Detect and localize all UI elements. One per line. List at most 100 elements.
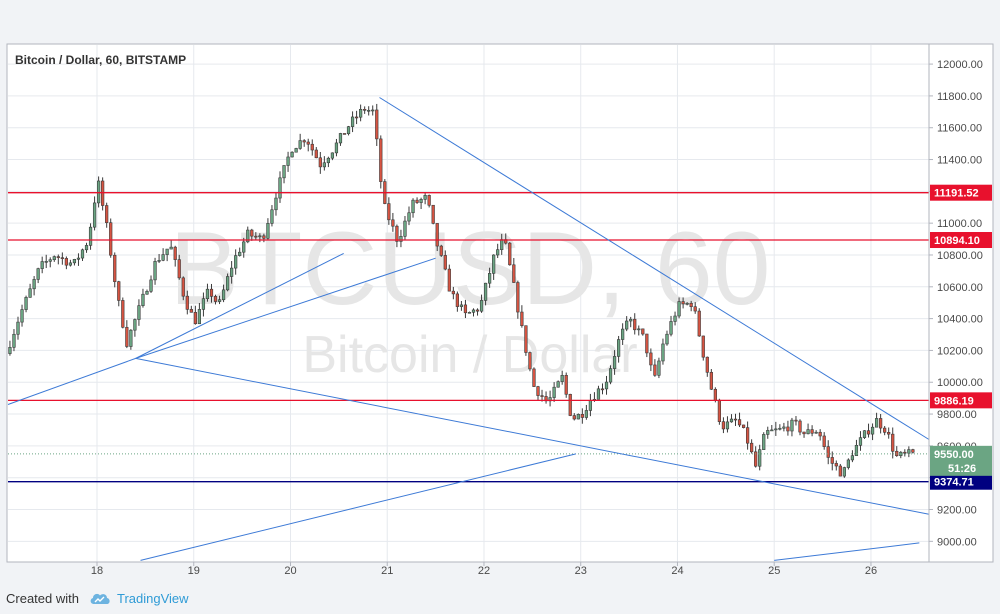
candle-body-down xyxy=(750,442,754,453)
candle xyxy=(266,218,270,241)
candle-body-up xyxy=(169,246,173,250)
watermark-name: Bitcoin / Dollar xyxy=(302,326,637,384)
candle-body-up xyxy=(234,255,238,269)
candle-body-up xyxy=(97,180,101,204)
candle xyxy=(887,427,891,439)
candle xyxy=(612,350,617,375)
candle xyxy=(149,275,153,293)
candle-body-down xyxy=(834,463,838,467)
candle xyxy=(270,205,274,227)
candle-body-up xyxy=(294,148,298,153)
trendline[interactable] xyxy=(135,357,930,515)
candle-body-down xyxy=(866,430,871,435)
level-price-label: 11191.52 xyxy=(934,188,979,200)
candle xyxy=(842,466,846,478)
candle-body-down xyxy=(64,258,68,266)
candle xyxy=(28,283,32,298)
candle xyxy=(44,254,48,269)
candle xyxy=(20,304,24,327)
candle xyxy=(318,151,322,174)
candle-body-down xyxy=(302,140,306,143)
candle xyxy=(334,138,339,157)
candle xyxy=(870,423,875,441)
candle-body-up xyxy=(665,333,669,345)
x-tick-label: 21 xyxy=(381,565,393,577)
candle xyxy=(862,430,867,439)
candle xyxy=(411,198,415,218)
candle xyxy=(221,284,226,303)
candle-body-up xyxy=(141,293,145,306)
trendline[interactable] xyxy=(135,257,436,359)
candle-body-up xyxy=(44,261,48,263)
price-chart[interactable]: BTCUSD, 60 Bitcoin / Dollar 9000.00 9200.… xyxy=(0,0,1000,582)
candle xyxy=(205,283,210,302)
candle-body-up xyxy=(197,309,202,325)
tradingview-link[interactable]: TradingView xyxy=(116,590,189,606)
trendline[interactable] xyxy=(140,453,577,561)
candle-body-up xyxy=(266,223,270,239)
candle-body-up xyxy=(230,267,234,277)
candle-body-down xyxy=(786,426,790,432)
candle-body-up xyxy=(242,241,246,253)
candle xyxy=(641,328,645,336)
candle xyxy=(822,432,826,450)
candle-body-up xyxy=(556,381,560,388)
candle-body-up xyxy=(153,261,157,281)
candle xyxy=(604,375,609,395)
candle-body-up xyxy=(8,347,12,354)
candle xyxy=(717,398,721,425)
candle xyxy=(375,103,379,146)
candle xyxy=(528,351,532,372)
candle xyxy=(608,365,613,385)
candle-body-up xyxy=(338,133,343,144)
candle xyxy=(443,250,447,271)
trendline[interactable] xyxy=(774,542,920,561)
trendline[interactable] xyxy=(135,252,344,359)
candle xyxy=(471,308,476,317)
candle xyxy=(830,451,834,471)
candle xyxy=(572,413,576,421)
candle xyxy=(350,111,355,133)
candle xyxy=(105,202,109,228)
candle xyxy=(846,458,850,470)
level-price-label: 9374.71 xyxy=(934,477,974,489)
candle xyxy=(826,440,830,465)
candle-body-up xyxy=(225,276,230,291)
candle-body-down xyxy=(427,195,431,206)
current-price-tag xyxy=(930,445,992,476)
candle xyxy=(250,228,254,241)
candle xyxy=(669,315,673,337)
candle xyxy=(681,297,685,309)
time-axis[interactable]: 18 19 20 21 22 23 24 25 26 xyxy=(91,562,877,577)
candle-body-up xyxy=(677,301,681,317)
candle-body-down xyxy=(375,109,379,140)
x-tick-label: 24 xyxy=(671,565,683,577)
candle-body-down xyxy=(181,277,185,297)
level-price-tag xyxy=(930,184,992,201)
trendline[interactable] xyxy=(7,357,136,405)
trendlines[interactable] xyxy=(7,97,930,561)
candle-body-up xyxy=(778,427,782,430)
candle-body-up xyxy=(673,315,677,322)
trendline[interactable] xyxy=(379,97,930,440)
candle xyxy=(709,369,713,390)
candle xyxy=(68,259,73,267)
candle-body-down xyxy=(745,427,750,444)
candle xyxy=(60,252,64,265)
candle-body-down xyxy=(56,256,60,258)
candle-body-up xyxy=(874,418,879,428)
candle-body-down xyxy=(173,246,177,260)
candle-body-down xyxy=(435,223,439,247)
horizontal-levels[interactable] xyxy=(8,192,929,483)
candle-body-up xyxy=(322,162,326,168)
candle xyxy=(12,329,16,352)
candle xyxy=(479,294,484,313)
candle xyxy=(141,288,145,308)
candle xyxy=(874,412,879,428)
candle-body-up xyxy=(84,245,89,251)
candle-body-up xyxy=(608,368,613,383)
candle xyxy=(201,292,206,317)
candle xyxy=(568,393,572,417)
candle xyxy=(834,460,838,471)
candle xyxy=(431,204,435,225)
